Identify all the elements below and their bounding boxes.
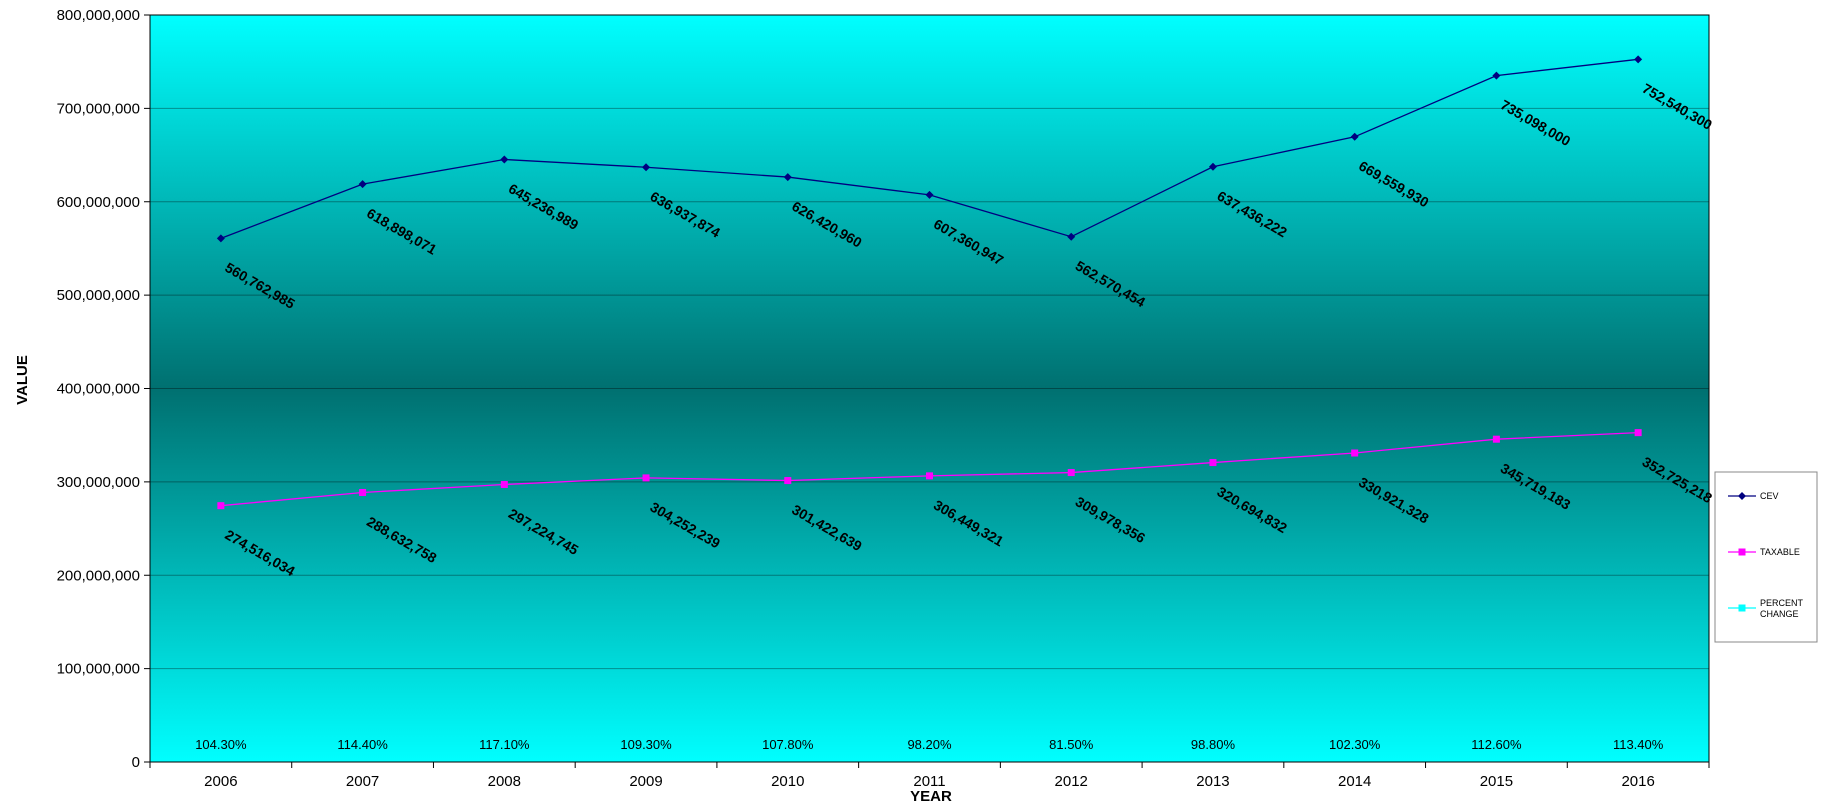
data-point xyxy=(1067,232,1076,241)
data-point xyxy=(1208,162,1217,171)
y-tick-label: 600,000,000 xyxy=(57,194,140,211)
series-cev xyxy=(216,55,1643,243)
x-tick-label: 2015 xyxy=(1480,773,1513,790)
y-tick-labels: 0 100,000,000 200,000,000 300,000,000 400,00… xyxy=(57,7,140,771)
data-point xyxy=(784,477,792,485)
y-tick-label: 500,000,000 xyxy=(57,287,140,304)
data-point xyxy=(642,163,651,172)
x-tick-label: 2007 xyxy=(346,773,379,790)
data-point xyxy=(926,472,933,480)
x-tick-label: 2016 xyxy=(1621,773,1654,790)
data-point xyxy=(1351,449,1359,457)
data-point xyxy=(1738,548,1746,556)
percent-label: 112.60% xyxy=(1471,737,1522,752)
data-point xyxy=(1209,459,1217,467)
x-tick-label: 2010 xyxy=(771,773,804,790)
x-axis-title: YEAR xyxy=(910,788,952,805)
data-point xyxy=(1067,469,1075,477)
series xyxy=(216,55,1643,510)
x-tick-label: 2013 xyxy=(1196,773,1229,790)
x-tick-label: 2009 xyxy=(629,773,662,790)
y-axis-title: VALUE xyxy=(14,355,31,405)
percent-label: 117.10% xyxy=(479,737,530,752)
data-point xyxy=(1492,71,1501,80)
percent-label: 98.20% xyxy=(907,737,952,752)
data-point xyxy=(500,480,508,488)
y-tick-label: 400,000,000 xyxy=(57,381,140,398)
data-point xyxy=(1738,492,1746,500)
data-point xyxy=(783,173,792,182)
legend-item: CEV xyxy=(1728,491,1779,501)
y-tick-label: 0 xyxy=(132,754,140,771)
data-point xyxy=(1492,435,1500,443)
legend-label: TAXABLE xyxy=(1760,547,1800,557)
y-tick-label: 100,000,000 xyxy=(57,661,140,678)
y-tick-label: 300,000,000 xyxy=(57,474,140,491)
y-tick-label: 200,000,000 xyxy=(57,567,140,584)
data-point xyxy=(1738,604,1746,612)
data-point xyxy=(359,488,367,496)
percent-label: 104.30% xyxy=(195,737,247,752)
percent-label: 114.40% xyxy=(337,737,388,752)
x-tick-label: 2006 xyxy=(204,773,237,790)
y-tick-label: 800,000,000 xyxy=(57,7,140,24)
percent-label: 109.30% xyxy=(620,737,672,752)
x-tick-label: 2012 xyxy=(1055,773,1088,790)
data-point xyxy=(1350,132,1359,141)
data-point xyxy=(216,234,225,243)
x-tick-label: 2008 xyxy=(488,773,521,790)
data-point xyxy=(642,474,650,482)
percent-label: 107.80% xyxy=(762,737,814,752)
legend-label: CEV xyxy=(1760,491,1779,501)
percent-label: 102.30% xyxy=(1329,737,1381,752)
x-tick-label: 2014 xyxy=(1338,773,1371,790)
percent-label: 98.80% xyxy=(1191,737,1236,752)
series-taxable xyxy=(217,429,1642,510)
data-point xyxy=(358,180,367,189)
y-tick-label: 700,000,000 xyxy=(57,100,140,117)
percent-label: 113.40% xyxy=(1613,737,1664,752)
legend-label: CHANGE xyxy=(1760,609,1799,619)
data-point xyxy=(500,155,509,164)
data-point xyxy=(1634,55,1643,64)
axes xyxy=(144,14,1710,768)
data-point xyxy=(1634,429,1642,437)
gridlines xyxy=(150,107,1709,670)
percent-label: 81.50% xyxy=(1049,737,1094,752)
x-tick-label: 2011 xyxy=(913,773,945,790)
legend-label: PERCENT xyxy=(1760,598,1804,608)
plot-area xyxy=(149,14,1710,763)
legend-item: TAXABLE xyxy=(1728,547,1800,557)
data-point xyxy=(217,502,225,510)
data-point xyxy=(925,190,934,199)
legend-box xyxy=(1714,471,1818,643)
x-tick-labels: 2006 2007 2008 2009 2010 2011 2012 2013 2014 2015… xyxy=(204,773,1655,790)
